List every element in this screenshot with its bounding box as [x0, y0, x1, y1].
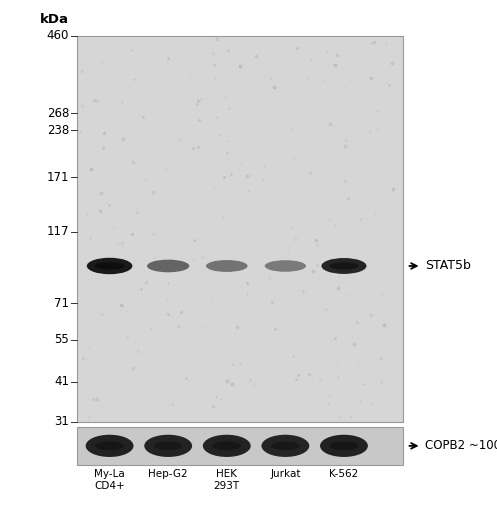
Text: 55: 55 — [54, 333, 69, 346]
Text: 460: 460 — [47, 29, 69, 42]
Text: 117: 117 — [47, 225, 69, 238]
Ellipse shape — [154, 442, 182, 450]
Ellipse shape — [147, 260, 189, 272]
Ellipse shape — [320, 435, 368, 457]
Text: 31: 31 — [54, 415, 69, 428]
Ellipse shape — [144, 435, 192, 457]
Text: My-La
CD4+: My-La CD4+ — [94, 469, 125, 491]
Ellipse shape — [271, 442, 300, 450]
Text: Hep-G2: Hep-G2 — [149, 469, 188, 479]
Ellipse shape — [95, 442, 124, 450]
Ellipse shape — [87, 258, 132, 274]
Bar — [77, 36, 403, 422]
Ellipse shape — [330, 263, 359, 270]
Text: kDa: kDa — [40, 13, 69, 26]
Text: 71: 71 — [54, 296, 69, 310]
Ellipse shape — [203, 435, 250, 457]
Text: K-562: K-562 — [330, 469, 359, 479]
Text: Jurkat: Jurkat — [270, 469, 301, 479]
Ellipse shape — [85, 435, 134, 457]
Ellipse shape — [95, 262, 124, 270]
Bar — [77, 427, 403, 465]
Text: COPB2 ~100 kDa: COPB2 ~100 kDa — [425, 439, 497, 452]
Text: 171: 171 — [47, 171, 69, 184]
Ellipse shape — [322, 258, 366, 274]
Text: 268: 268 — [47, 107, 69, 120]
Text: HEK
293T: HEK 293T — [214, 469, 240, 491]
Ellipse shape — [206, 260, 248, 272]
Ellipse shape — [261, 435, 309, 457]
Text: 238: 238 — [47, 124, 69, 136]
Ellipse shape — [212, 442, 241, 450]
Ellipse shape — [265, 260, 306, 272]
Text: 41: 41 — [54, 375, 69, 388]
Ellipse shape — [330, 442, 358, 450]
Text: STAT5b: STAT5b — [425, 260, 471, 272]
